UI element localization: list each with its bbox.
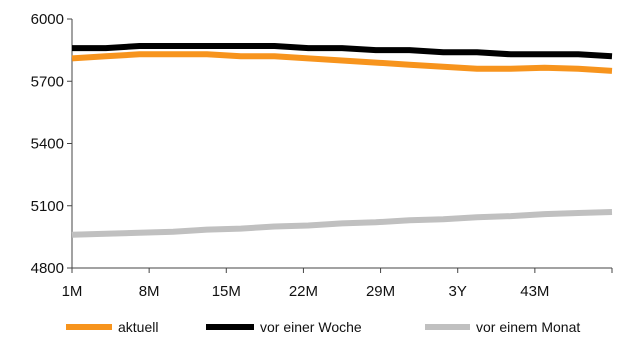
series-line-vor-einer-woche bbox=[72, 43, 613, 60]
x-tick-label: 43M bbox=[520, 283, 549, 300]
x-tick-label: 22M bbox=[289, 283, 318, 300]
x-tick-label: 1M bbox=[62, 283, 83, 300]
series-line-aktuell bbox=[71, 51, 613, 74]
series-line-vor-einem-monat bbox=[71, 209, 613, 238]
legend-label-aktuell: aktuell bbox=[118, 319, 158, 335]
y-axis: 4800 5100 5400 5700 6000 bbox=[31, 11, 73, 277]
y-tick-label: 5400 bbox=[31, 136, 64, 153]
y-tick-label: 5100 bbox=[31, 198, 64, 215]
x-tick-label: 29M bbox=[366, 283, 395, 300]
x-axis: 1M 8M 15M 22M 29M 3Y 43M bbox=[62, 267, 613, 300]
series-layer bbox=[71, 43, 613, 238]
legend: aktuell vor einer Woche vor einem Monat bbox=[66, 319, 580, 335]
y-tick-label: 4800 bbox=[31, 260, 64, 277]
y-tick-label: 6000 bbox=[31, 11, 64, 28]
legend-label-vor-einem-monat: vor einem Monat bbox=[476, 319, 580, 335]
y-tick-label: 5700 bbox=[31, 73, 64, 90]
x-tick-label: 15M bbox=[212, 283, 241, 300]
legend-label-vor-einer-woche: vor einer Woche bbox=[260, 319, 362, 335]
x-tick-label: 8M bbox=[139, 283, 160, 300]
x-tick-label: 3Y bbox=[449, 283, 467, 300]
